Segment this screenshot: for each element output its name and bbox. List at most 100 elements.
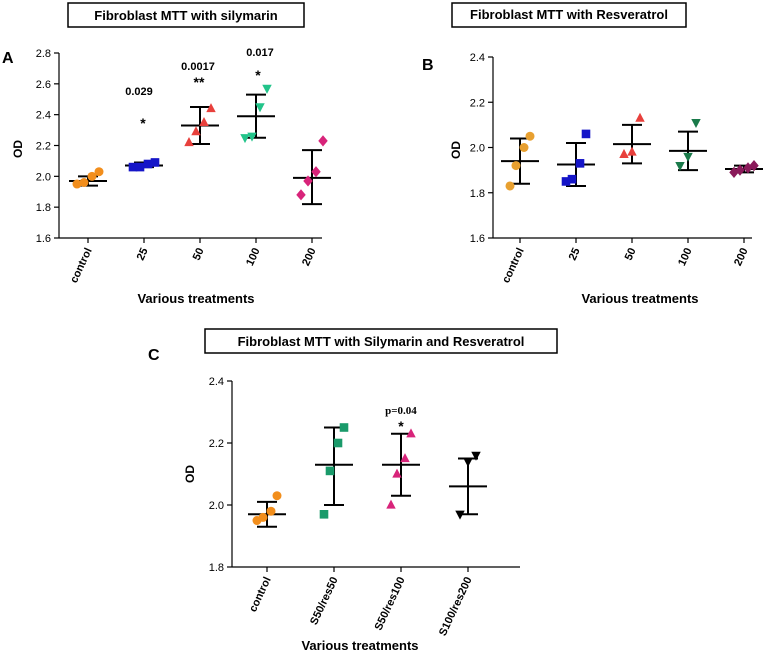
panel-b-plot: 1.6 1.8 2.0 2.2 2.4 control 25 50 100 200 [470, 52, 763, 285]
panel-c-ytick-label: 2.0 [209, 500, 224, 512]
panel-a-pvalue-100: 0.017 [246, 47, 274, 59]
panel-a-data-point [318, 135, 328, 147]
panel-b-ytick-label: 1.6 [470, 233, 485, 245]
panel-a-ytick-label: 2.4 [36, 110, 51, 122]
panel-b-data-point [505, 181, 515, 191]
panel-a-ytick-label: 2.6 [36, 79, 51, 91]
panel-b-data-point [683, 152, 693, 162]
panel-c-ytick-label: 2.4 [209, 376, 224, 388]
panel-a-data-point [135, 162, 145, 172]
panel-b-data-point [691, 118, 701, 128]
panel-c-pvalue: p=0.04 [385, 405, 417, 417]
panel-c-data-point [325, 466, 335, 476]
panel-c-data-point [333, 438, 343, 448]
panel-a-series-200 [293, 135, 331, 206]
panel-a-data-point [79, 178, 89, 187]
panel-c-series-S100-res200 [449, 451, 487, 520]
panel-a-data-point [184, 137, 194, 147]
panel-c-xtick-label: S50/res50 [308, 575, 341, 627]
panel-a-data-point [255, 103, 265, 113]
panel-c: Fibroblast MTT with Silymarin and Resver… [148, 328, 558, 653]
panel-b-data-point [749, 160, 759, 172]
panel-b-ytick-label: 2.0 [470, 143, 485, 155]
panel-b-data-point [627, 146, 637, 156]
panel-a-data-point [296, 189, 306, 201]
panel-a-data-point [150, 158, 160, 167]
panel-b-data-point [567, 174, 577, 184]
panel-c-data-point [272, 491, 282, 501]
panel-c-ylabel: OD [183, 465, 197, 483]
panel-c-xlabel: Various treatments [301, 638, 418, 653]
panel-a-annotations: 0.029 * 0.0017 ** 0.017 * [125, 47, 274, 131]
panel-a-stars-100: * [255, 67, 261, 83]
panel-a-xtick-label: 100 [244, 246, 263, 268]
panel-c-data-point [455, 510, 465, 520]
panel-a-data-point [240, 134, 250, 144]
panel-b-data-point [519, 143, 529, 152]
panel-b-xtick-label: 25 [567, 246, 583, 262]
panel-b-series-25 [557, 129, 595, 187]
panel-c-ytick-label: 2.2 [209, 438, 224, 450]
panel-c-plot: 1.8 2.0 2.2 2.4 control S50/res50 S50/res100 S1… [209, 376, 520, 638]
panel-b-ytick-label: 2.2 [470, 97, 485, 109]
panel-c-data-point [386, 499, 396, 509]
panel-a-data-point [72, 179, 82, 189]
panel-b-data-point [675, 161, 685, 171]
panel-a-data-point [128, 162, 138, 172]
panel-a-series-control [69, 167, 107, 189]
panel-a-ytick-label: 2.0 [36, 171, 51, 183]
panel-b-ytick-label: 2.4 [470, 52, 485, 64]
panel-c-data-point [339, 423, 349, 432]
panel-a-plot: 1.6 1.8 2.0 2.2 2.4 2.6 2.8 control 25 50 100 200 [36, 48, 331, 285]
panel-b-xlabel: Various treatments [581, 291, 698, 306]
panel-a-ytick-label: 2.2 [36, 141, 51, 153]
panel-c-data-point [406, 428, 416, 438]
panel-a-data-point [199, 117, 209, 127]
panel-b-data-point [525, 131, 535, 141]
panel-b-ytick-label: 1.8 [470, 188, 485, 200]
panel-a-data-point [311, 166, 321, 178]
panel-b-series-100 [669, 118, 707, 172]
panel-c-series-control [248, 491, 286, 528]
panel-b-data-point [511, 161, 521, 171]
panel-a-data-point [143, 159, 153, 169]
panel-c-xtick-label: S50/res100 [373, 575, 408, 632]
panel-a-letter: A [2, 50, 14, 67]
panel-b-data-point [575, 159, 585, 168]
panel-a-stars-25: * [140, 115, 146, 131]
panel-b-title-box [451, 2, 687, 28]
panel-b-ylabel: OD [449, 141, 463, 159]
panel-a-data-point [87, 171, 97, 181]
panel-c-data-point [400, 453, 410, 463]
panel-a-title-box [67, 2, 305, 28]
panel-c-title-box [204, 328, 558, 354]
panel-a-pvalue-25: 0.029 [125, 86, 153, 98]
panel-a-series-50 [181, 103, 219, 147]
panel-a-ytick-label: 2.8 [36, 48, 51, 60]
panel-c-data-point [266, 506, 276, 516]
panel-c-xtick-label: control [247, 575, 274, 614]
panel-a-data-point [94, 167, 104, 177]
panel-b-data-point [619, 148, 629, 158]
panel-a-series-100 [237, 84, 275, 144]
panel-c-title: Fibroblast MTT with Silymarin and Resver… [238, 334, 525, 349]
panel-c-series-S50-res50 [315, 423, 353, 519]
panel-b-letter: B [422, 57, 434, 74]
panel-a-xlabel: Various treatments [137, 291, 254, 306]
panel-b: Fibroblast MTT with Resveratrol B OD Var… [422, 2, 763, 306]
panel-a-xtick-label: 25 [135, 246, 151, 262]
panel-b-xtick-label: 100 [676, 246, 695, 268]
panel-a-data-point [262, 84, 272, 94]
panel-a-data-point [191, 126, 201, 136]
panel-c-ytick-label: 1.8 [209, 562, 224, 574]
panel-b-xtick-label: 200 [732, 246, 751, 268]
panel-b-data-point [581, 129, 591, 139]
panel-c-annotations: p=0.04 * [385, 405, 417, 434]
panel-a-ytick-label: 1.8 [36, 202, 51, 214]
panel-b-series-200 [725, 160, 763, 178]
panel-c-stars: * [398, 418, 404, 434]
panel-b-title: Fibroblast MTT with Resveratrol [470, 7, 668, 22]
panel-c-data-point [392, 468, 402, 478]
panel-a-pvalue-50: 0.0017 [181, 61, 215, 73]
